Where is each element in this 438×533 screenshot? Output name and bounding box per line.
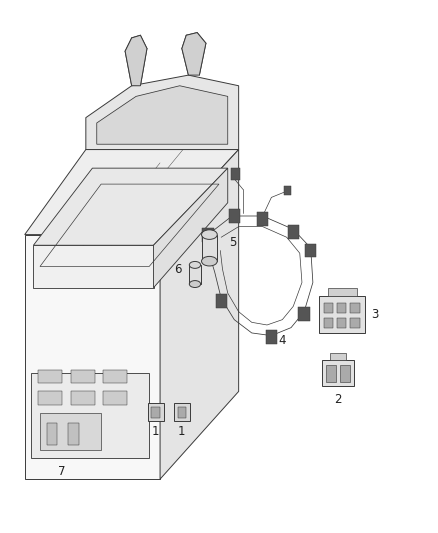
Bar bbox=[298, 308, 310, 321]
Bar bbox=[103, 370, 127, 383]
Bar bbox=[305, 244, 316, 257]
Bar bbox=[229, 209, 240, 223]
Bar bbox=[215, 294, 227, 308]
Bar bbox=[201, 235, 217, 261]
Bar bbox=[103, 391, 127, 405]
Bar bbox=[31, 373, 149, 458]
Text: 3: 3 bbox=[371, 308, 378, 321]
Bar bbox=[330, 353, 346, 360]
Bar bbox=[266, 330, 277, 344]
Polygon shape bbox=[182, 33, 206, 75]
Text: 6: 6 bbox=[174, 263, 181, 276]
Text: 2: 2 bbox=[335, 393, 342, 406]
Bar bbox=[257, 212, 268, 225]
Bar bbox=[38, 370, 62, 383]
Bar bbox=[319, 296, 365, 333]
Bar bbox=[337, 303, 346, 313]
Text: 7: 7 bbox=[58, 465, 66, 478]
Bar bbox=[40, 413, 101, 450]
Bar bbox=[231, 168, 240, 180]
Bar bbox=[350, 318, 360, 328]
Text: 5: 5 bbox=[229, 236, 237, 249]
Polygon shape bbox=[97, 86, 228, 144]
Polygon shape bbox=[25, 235, 160, 479]
Bar bbox=[177, 407, 186, 418]
Bar bbox=[71, 370, 95, 383]
Bar bbox=[321, 360, 354, 386]
Bar bbox=[288, 225, 299, 239]
Bar bbox=[174, 403, 190, 421]
Bar bbox=[189, 265, 201, 284]
Bar bbox=[284, 185, 291, 195]
Bar bbox=[337, 318, 346, 328]
Bar bbox=[340, 365, 350, 382]
Text: 1: 1 bbox=[178, 425, 186, 438]
Ellipse shape bbox=[201, 230, 217, 239]
Bar bbox=[46, 423, 57, 445]
Polygon shape bbox=[33, 168, 228, 245]
Polygon shape bbox=[33, 245, 153, 288]
Ellipse shape bbox=[201, 256, 217, 266]
Bar bbox=[71, 391, 95, 405]
Text: 4: 4 bbox=[279, 334, 286, 348]
Ellipse shape bbox=[189, 280, 201, 287]
Bar bbox=[38, 391, 62, 405]
Bar bbox=[148, 403, 163, 421]
Ellipse shape bbox=[189, 262, 201, 268]
Polygon shape bbox=[125, 35, 147, 86]
Bar bbox=[350, 303, 360, 313]
Bar bbox=[326, 365, 336, 382]
Bar bbox=[151, 407, 160, 418]
Polygon shape bbox=[86, 75, 239, 150]
Bar bbox=[324, 318, 333, 328]
Text: 1: 1 bbox=[152, 425, 159, 438]
Bar bbox=[202, 228, 214, 241]
Bar bbox=[328, 288, 357, 296]
Polygon shape bbox=[25, 150, 239, 235]
Bar bbox=[324, 303, 333, 313]
Polygon shape bbox=[160, 150, 239, 479]
Polygon shape bbox=[153, 168, 228, 288]
Bar bbox=[68, 423, 79, 445]
